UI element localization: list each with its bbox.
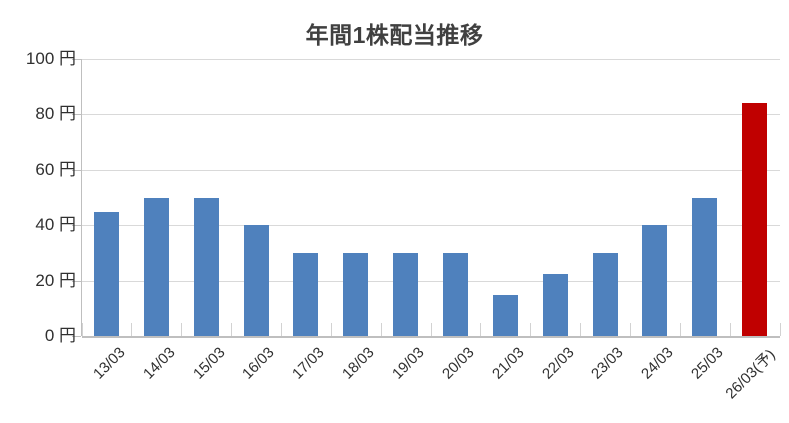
y-axis-tick <box>72 114 81 116</box>
x-axis-tick <box>131 323 133 337</box>
chart-title: 年間1株配当推移 <box>305 22 484 48</box>
dividend-bar <box>243 225 269 337</box>
y-gridline <box>81 169 780 171</box>
dividend-bar <box>393 253 419 337</box>
y-axis-tick <box>72 169 81 171</box>
x-axis-tick <box>779 323 781 337</box>
x-axis-label: 21/03 <box>488 344 528 383</box>
dividend-bar <box>742 103 768 337</box>
x-axis-label: 22/03 <box>538 344 578 383</box>
dividend-bar <box>193 197 219 337</box>
x-axis-label: 18/03 <box>339 344 378 383</box>
x-axis-tick <box>480 323 482 337</box>
y-axis-tick <box>72 336 81 338</box>
y-axis-tick <box>72 280 81 282</box>
x-axis-tick <box>530 323 532 337</box>
y-gridline <box>81 59 780 60</box>
x-axis-tick <box>380 323 382 337</box>
x-axis-label: 20/03 <box>438 344 478 383</box>
y-axis-label: 60 円 <box>35 159 76 179</box>
y-axis-label: 0 円 <box>44 326 76 346</box>
x-axis-label: 17/03 <box>289 344 328 383</box>
x-axis-tick <box>430 323 432 337</box>
y-axis-label: 80 円 <box>35 104 76 124</box>
x-axis-label: 26/03(予) <box>722 346 779 403</box>
y-gridline <box>81 280 780 282</box>
dividend-bar <box>542 273 568 337</box>
y-gridline <box>81 225 780 227</box>
x-axis-label: 23/03 <box>588 344 628 383</box>
dividend-bar <box>692 197 718 337</box>
x-axis-label: 14/03 <box>139 344 179 383</box>
y-axis-label: 100 円 <box>25 49 76 68</box>
dividend-bar <box>642 225 668 337</box>
x-axis-label: 25/03 <box>688 344 727 383</box>
x-axis-label: 19/03 <box>389 344 428 383</box>
y-axis-line <box>81 59 82 337</box>
x-axis-tick <box>580 323 582 337</box>
y-axis-tick <box>72 225 81 227</box>
x-axis-label: 13/03 <box>89 344 129 383</box>
dividend-bar <box>442 253 468 337</box>
y-axis-label: 20 円 <box>35 270 76 290</box>
y-axis-tick <box>72 59 81 60</box>
x-axis-tick <box>729 323 731 337</box>
dividend-bar <box>143 197 169 337</box>
x-axis-tick <box>231 323 233 337</box>
x-axis-tick <box>330 323 332 337</box>
y-axis-label: 40 円 <box>35 215 76 235</box>
x-axis-tick <box>280 323 282 337</box>
dividend-bar <box>293 253 319 337</box>
y-gridline <box>81 114 780 116</box>
x-axis-tick <box>629 323 631 337</box>
x-axis-line <box>81 336 780 338</box>
x-axis-tick <box>81 323 83 337</box>
dividend-bar <box>343 253 369 337</box>
x-axis-tick <box>679 323 681 337</box>
x-axis-label: 16/03 <box>239 344 279 383</box>
x-axis-label: 15/03 <box>189 344 229 383</box>
x-axis-label: 24/03 <box>638 344 677 383</box>
dividend-bar <box>492 294 518 337</box>
x-axis-tick <box>181 323 183 337</box>
dividend-bar <box>93 211 119 337</box>
dividend-bar <box>592 253 618 337</box>
